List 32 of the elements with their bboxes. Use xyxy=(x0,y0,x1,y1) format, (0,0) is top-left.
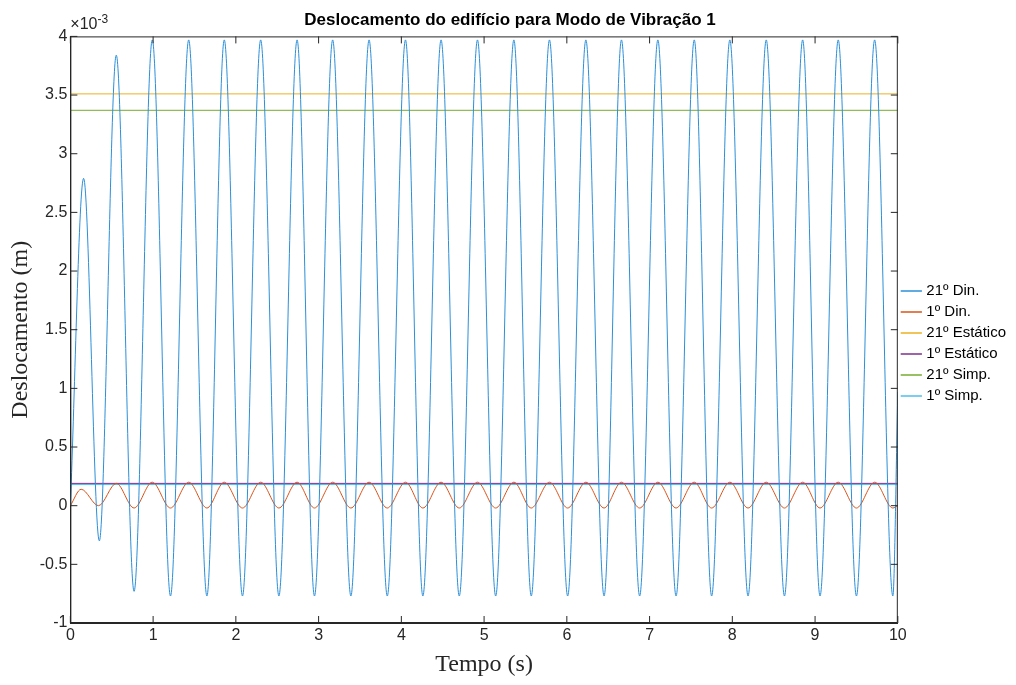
x-axis-title: Tempo (s) xyxy=(435,649,533,676)
y-axis-title: Deslocamento (m) xyxy=(5,240,32,419)
x-tick-label: 1 xyxy=(148,626,158,644)
legend-label: 21º Estático xyxy=(926,323,1006,341)
y-tick-label: 3 xyxy=(58,144,68,162)
x-tick-label: 9 xyxy=(810,626,820,644)
legend-label: 1º Simp. xyxy=(926,386,983,404)
line-series xyxy=(70,481,898,509)
x-tick-label: 8 xyxy=(727,626,737,644)
x-tick-label: 4 xyxy=(396,626,406,644)
x-tick-label: 3 xyxy=(314,626,324,644)
y-tick-label: 2.5 xyxy=(45,202,68,220)
line-series xyxy=(70,39,898,597)
y-tick-label: -1 xyxy=(53,613,68,631)
legend-label: 21º Din. xyxy=(926,281,980,299)
y-tick-label: 4 xyxy=(58,26,68,44)
x-tick-label: 2 xyxy=(231,626,241,644)
y-tick-label: 0 xyxy=(58,496,68,514)
y-tick-label: 3.5 xyxy=(45,85,68,103)
legend-label: 21º Simp. xyxy=(926,365,991,383)
x-tick-label: 6 xyxy=(562,626,572,644)
y-tick-label: 1 xyxy=(58,378,68,396)
legend-label: 1º Din. xyxy=(926,302,971,320)
legend-label: 1º Estático xyxy=(926,344,998,362)
x-tick-label: 5 xyxy=(479,626,489,644)
x-tick-label: 7 xyxy=(645,626,655,644)
x-tick-label: 10 xyxy=(888,626,907,644)
y-tick-label: 2 xyxy=(58,261,68,279)
chart-title: Deslocamento do edifício para Modo de Vibração 1 xyxy=(304,9,716,29)
y-tick-label: 0.5 xyxy=(45,437,68,455)
y-tick-label: -0.5 xyxy=(39,554,68,572)
y-tick-label: 1.5 xyxy=(45,320,68,338)
